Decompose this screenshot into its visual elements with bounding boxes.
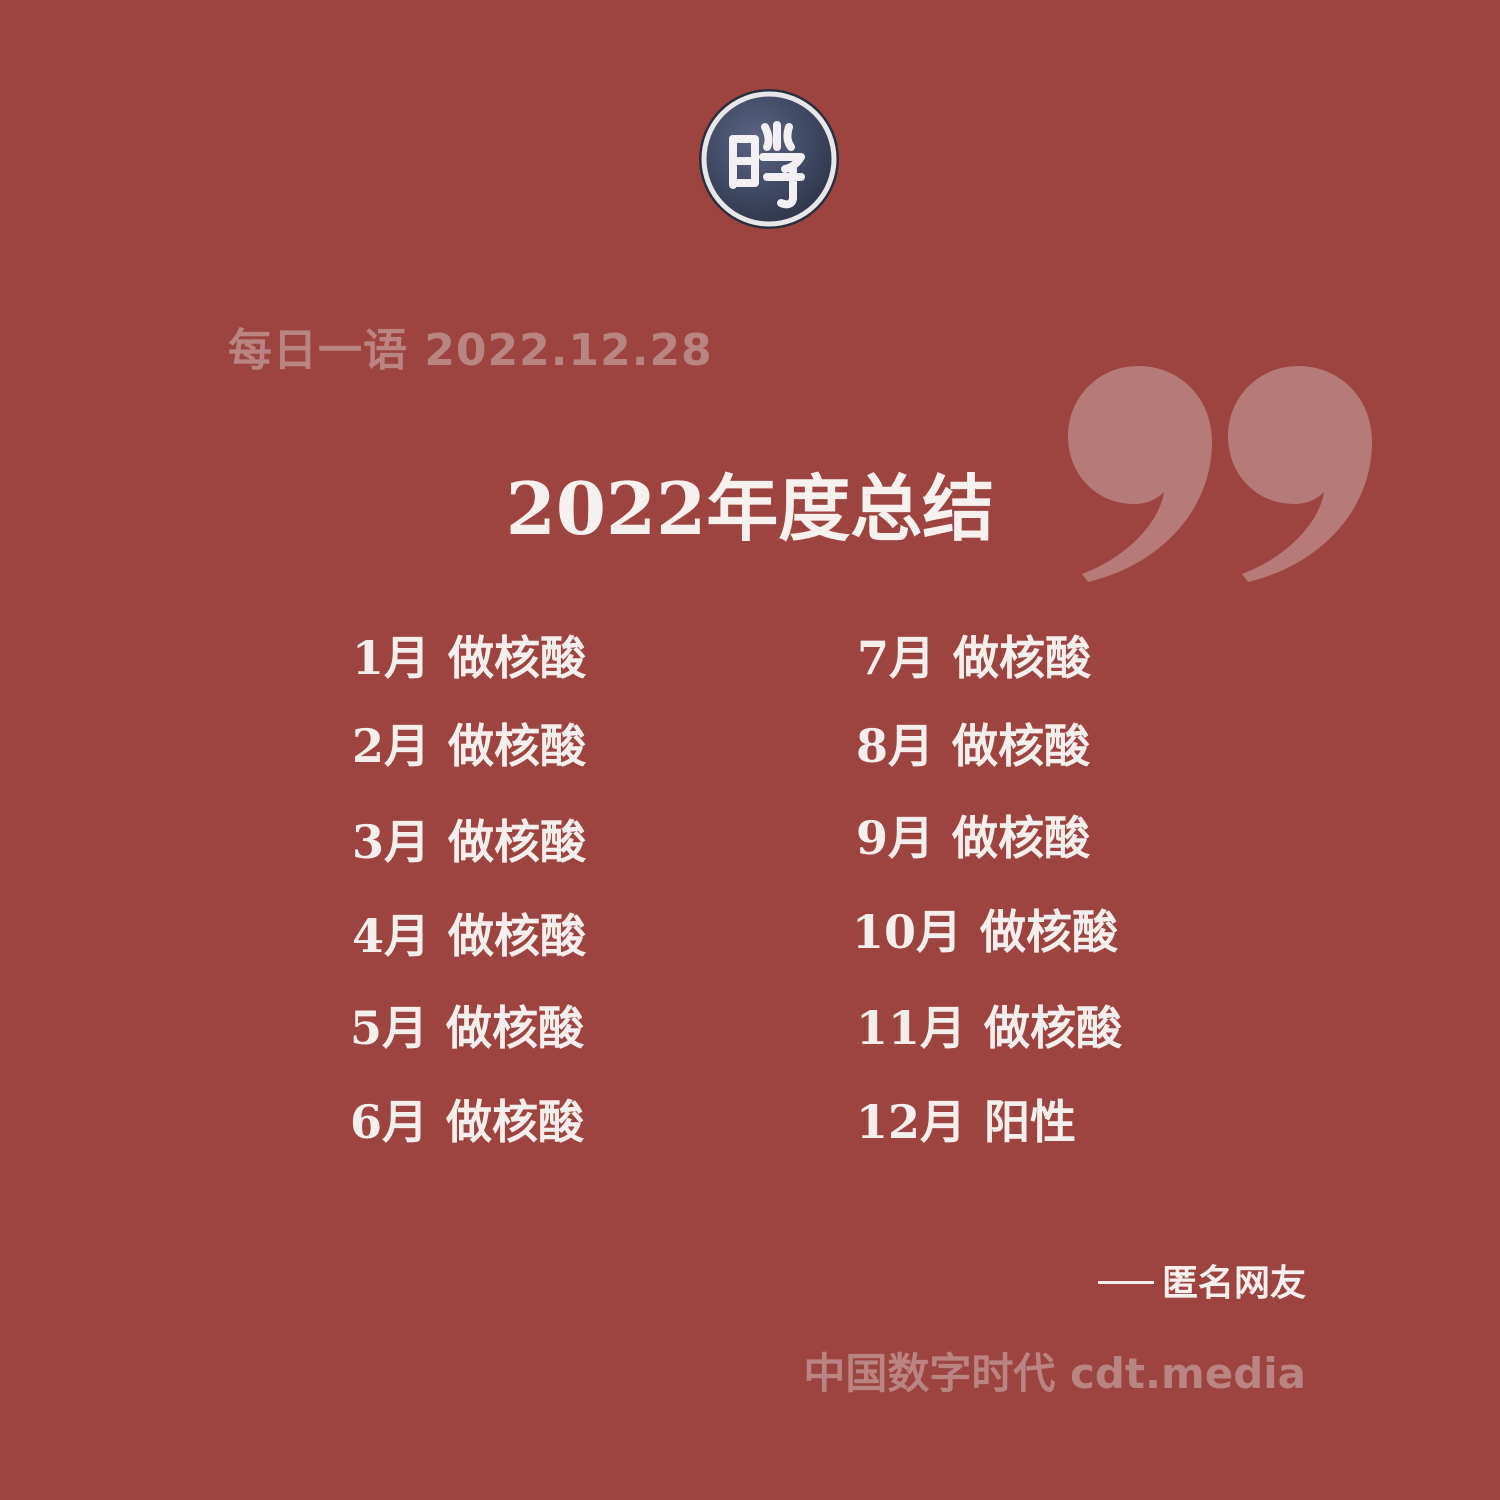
month-label: 10月	[852, 905, 963, 959]
month-label: 4月	[352, 909, 431, 963]
month-activity: 阳性	[984, 1095, 1077, 1149]
month-row: 4月 做核酸	[352, 900, 586, 966]
month-label: 6月	[350, 1095, 429, 1149]
month-label: 7月	[857, 631, 936, 685]
month-label: 9月	[856, 811, 935, 865]
month-row: 8月 做核酸	[856, 710, 1090, 776]
month-label: 3月	[352, 815, 431, 869]
attribution: 匿名网友	[1097, 1254, 1306, 1306]
month-activity: 做核酸	[980, 905, 1119, 959]
month-row: 5月 做核酸	[350, 992, 584, 1058]
month-activity: 做核酸	[448, 631, 587, 685]
month-activity: 做核酸	[952, 811, 1091, 865]
month-row: 1月 做核酸	[352, 622, 586, 688]
month-row: 3月 做核酸	[352, 806, 586, 872]
month-row: 9月 做核酸	[856, 802, 1090, 868]
month-activity: 做核酸	[446, 1001, 585, 1055]
date-line: 每日一语 2022.12.28	[228, 325, 713, 376]
month-activity: 做核酸	[953, 631, 1092, 685]
logo-seal-icon	[699, 89, 839, 229]
month-label: 11月	[856, 1001, 967, 1055]
attribution-author: 匿名网友	[1161, 1263, 1306, 1304]
month-row: 6月 做核酸	[350, 1086, 584, 1152]
month-label: 12月	[856, 1095, 967, 1149]
page-title: 2022年度总结	[505, 466, 995, 551]
month-row: 7月 做核酸	[857, 622, 1091, 688]
month-activity: 做核酸	[446, 1095, 585, 1149]
month-activity: 做核酸	[448, 815, 587, 869]
footer-credit: 中国数字时代 cdt.media	[803, 1349, 1306, 1398]
cdt-logo	[697, 87, 841, 231]
month-label: 5月	[350, 1001, 429, 1055]
month-label: 2月	[352, 719, 431, 773]
month-activity: 做核酸	[448, 909, 587, 963]
month-label: 1月	[352, 631, 431, 685]
month-row: 12月 阳性	[856, 1086, 1076, 1152]
month-label: 8月	[856, 719, 935, 773]
em-dash-line	[1097, 1280, 1154, 1284]
quote-mark-icon	[1060, 360, 1380, 590]
month-row: 11月 做核酸	[856, 992, 1122, 1058]
month-activity: 做核酸	[952, 719, 1091, 773]
month-row: 2月 做核酸	[352, 710, 586, 776]
month-activity: 做核酸	[448, 719, 587, 773]
month-row: 10月 做核酸	[852, 896, 1118, 962]
month-activity: 做核酸	[984, 1001, 1123, 1055]
